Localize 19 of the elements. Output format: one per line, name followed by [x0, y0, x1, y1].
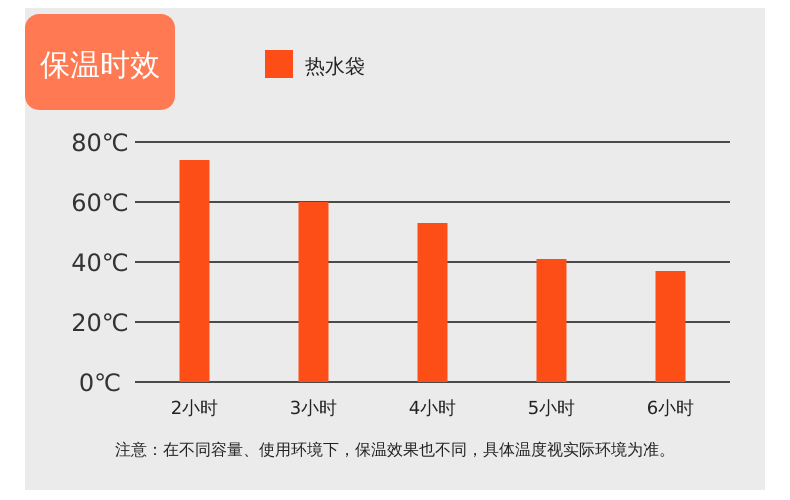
bar [418, 223, 448, 382]
bar [180, 160, 210, 382]
bar [656, 271, 686, 382]
text: 注意：在不同容量、使用环境下，保温效果也不同，具体温度视实际环境为准。 [115, 440, 675, 459]
title: 保温时效 [25, 14, 175, 110]
y-tick-label: 20℃ [71, 309, 129, 337]
x-tick-label: 4小时 [408, 398, 456, 419]
x-tick-label: 2小时 [170, 398, 218, 419]
y-tick-label: 80℃ [71, 129, 129, 157]
x-tick-label: 6小时 [646, 398, 694, 419]
bar [536, 259, 566, 382]
bar [298, 202, 328, 382]
y-tick-label: 40℃ [71, 249, 129, 277]
chart-title: 保温时效 [40, 48, 160, 83]
legend-label: 热水袋 [305, 54, 365, 78]
x-tick-label: 5小时 [528, 398, 576, 419]
x-tick-label: 3小时 [290, 398, 338, 419]
y-tick-label: 0℃ [78, 369, 122, 397]
y-tick-label: 60℃ [71, 189, 129, 217]
